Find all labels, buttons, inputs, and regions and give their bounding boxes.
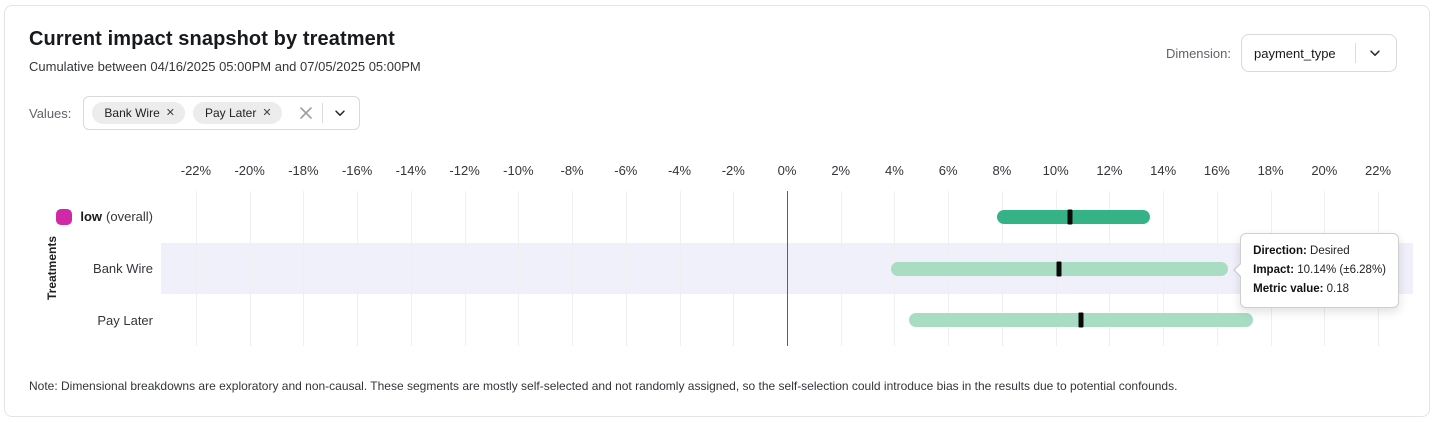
x-axis-tick-label: 18%: [1257, 163, 1284, 178]
x-axis-tick-label: -10%: [503, 163, 534, 178]
gridline: [733, 191, 735, 346]
x-axis-tick-label: 0%: [777, 163, 797, 178]
x-axis-tick-label: 20%: [1311, 163, 1338, 178]
gridline: [195, 191, 197, 346]
dimension-control: Dimension: payment_type: [1166, 34, 1397, 72]
value-chip[interactable]: Bank Wire ✕: [92, 102, 185, 124]
gridline: [840, 191, 842, 346]
tooltip-line: Direction: Desired: [1253, 244, 1350, 257]
point-estimate-mark: [1056, 261, 1062, 276]
dropdown-divider: [1355, 43, 1356, 63]
row-label: Pay Later: [97, 312, 153, 328]
gridline: [572, 191, 574, 346]
x-axis-tick-label: -16%: [341, 163, 373, 178]
gridline: [357, 191, 359, 346]
row-label: low (overall): [5, 191, 153, 243]
x-axis-tick-label: -18%: [288, 163, 319, 178]
value-chip[interactable]: Pay Later ✕: [192, 102, 282, 124]
x-axis: -22% -20% -18% -16% -14% -12% -10% -8% -6% -4% -2%…: [161, 163, 1413, 179]
dimension-label: Dimension:: [1165, 45, 1231, 61]
impact-snapshot-card: Current impact snapshot by treatment Cum…: [4, 5, 1430, 417]
chip-remove-icon[interactable]: ✕: [262, 106, 272, 119]
hover-tooltip: Direction: Desired Impact: 10.14% (±6.28%…: [1233, 232, 1400, 308]
x-axis-tick-label: -14%: [395, 163, 427, 178]
legend-swatch: [56, 208, 73, 225]
date-range-subtitle: Cumulative between 04/16/2025 05:00PM an…: [29, 59, 421, 74]
values-label: Values:: [29, 105, 72, 121]
disclaimer-note: Note: Dimensional breakdowns are explora…: [29, 379, 1178, 393]
dimension-dropdown[interactable]: payment_type: [1241, 34, 1397, 72]
chip-label: Bank Wire: [104, 106, 160, 120]
x-axis-tick-label: 8%: [992, 163, 1012, 178]
x-axis-tick-label: 22%: [1365, 163, 1392, 178]
interval-bar[interactable]: [996, 209, 1150, 224]
clear-all-icon[interactable]: [298, 105, 314, 121]
chip-list: Bank Wire ✕ Pay Later ✕: [92, 102, 282, 124]
impact-chart: Treatments -22% -20% -18% -16% -14% -12% -10% -…: [5, 151, 1429, 363]
card-header: Current impact snapshot by treatment Cum…: [29, 28, 1405, 74]
plot-area: Direction: Desired Impact: 10.14% (±6.28%…: [161, 191, 1413, 346]
values-filter: Values: Bank Wire ✕ Pay Later ✕: [29, 96, 360, 130]
gridline: [464, 191, 466, 346]
row-label: Bank Wire: [93, 260, 153, 276]
x-axis-tick-label: 12%: [1096, 163, 1123, 178]
point-estimate-mark: [1078, 312, 1084, 328]
row-labels: low (overall) Bank Wire Pay Later: [5, 191, 153, 346]
x-axis-tick-label: 16%: [1203, 163, 1230, 178]
gridline: [303, 191, 305, 346]
x-axis-tick-label: -8%: [560, 163, 584, 178]
page-title: Current impact snapshot by treatment: [29, 28, 395, 50]
x-axis-tick-label: 2%: [831, 163, 851, 178]
values-divider: [321, 103, 323, 123]
tooltip-arrow-fill: [1234, 262, 1243, 278]
x-axis-tick-label: -12%: [449, 163, 480, 178]
tooltip-line: Impact: 10.14% (±6.28%): [1253, 263, 1387, 276]
gridline: [518, 191, 520, 346]
x-axis-tick-label: -6%: [614, 163, 638, 178]
x-axis-tick-label: -22%: [180, 163, 212, 178]
x-axis-tick-label: -2%: [721, 163, 745, 178]
chevron-down-icon[interactable]: [1366, 46, 1384, 60]
chip-remove-icon[interactable]: ✕: [165, 106, 175, 119]
chip-label: Pay Later: [204, 106, 257, 120]
x-axis-tick-label: 6%: [938, 163, 958, 178]
zero-line: [787, 191, 788, 346]
tooltip-line: Metric value: 0.18: [1253, 282, 1350, 295]
x-axis-tick-label: -20%: [234, 163, 265, 178]
values-multiselect[interactable]: Bank Wire ✕ Pay Later ✕: [83, 96, 360, 130]
x-axis-tick-label: 10%: [1042, 163, 1069, 178]
x-axis-tick-label: -4%: [667, 163, 692, 178]
gridline: [625, 191, 627, 346]
dimension-selected-value: payment_type: [1254, 45, 1336, 61]
gridline: [410, 191, 412, 346]
gridline: [679, 191, 681, 346]
gridline: [249, 191, 251, 346]
x-axis-tick-label: 4%: [885, 163, 904, 178]
values-chevron-down-icon[interactable]: [331, 106, 349, 120]
point-estimate-mark: [1067, 209, 1073, 225]
x-axis-tick-label: 14%: [1150, 163, 1177, 178]
